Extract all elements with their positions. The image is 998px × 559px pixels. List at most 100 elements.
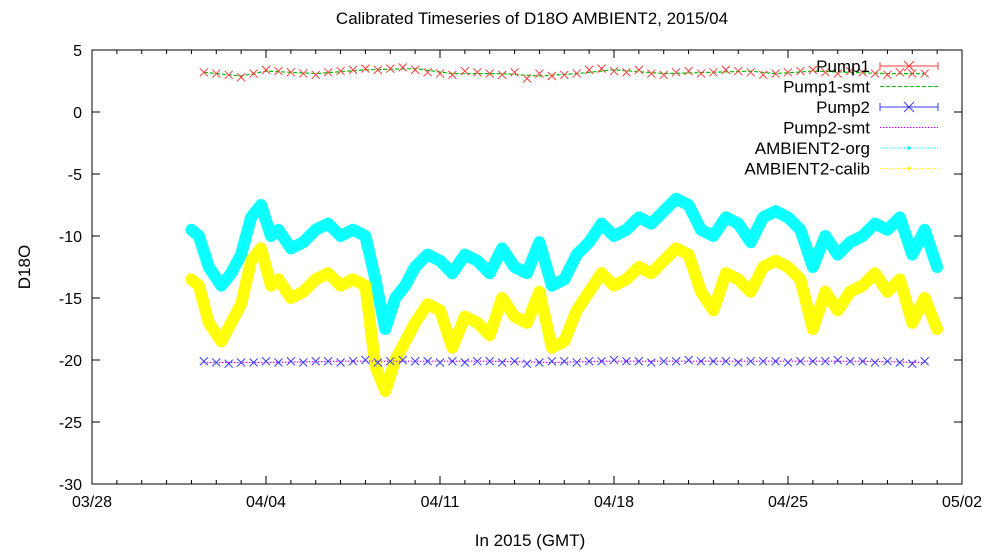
- marker-stroke: [211, 358, 221, 367]
- data-point: [696, 356, 706, 366]
- marker-stroke: [385, 64, 395, 73]
- data-point: [460, 358, 470, 367]
- marker-stroke: [709, 67, 718, 77]
- marker-stroke: [721, 356, 731, 366]
- marker-stroke: [870, 69, 880, 78]
- data-point: [808, 65, 818, 75]
- legend-marker: [907, 166, 911, 171]
- marker-stroke: [920, 356, 930, 366]
- marker-stroke: [820, 67, 830, 77]
- data-point: [709, 67, 718, 77]
- data-point: [609, 355, 619, 365]
- legend-entry-pump2: Pump2: [816, 98, 939, 117]
- marker-stroke: [646, 358, 656, 367]
- data-point: [485, 69, 495, 78]
- marker-stroke: [224, 359, 234, 369]
- data-point: [572, 358, 582, 367]
- x-tick-label: 04/25: [768, 494, 808, 511]
- legend-marker: [907, 146, 911, 150]
- marker-stroke: [758, 70, 768, 80]
- marker-stroke: [609, 355, 619, 365]
- data-point: [423, 356, 432, 366]
- plot-area: [91, 49, 963, 485]
- marker-stroke: [684, 66, 693, 76]
- marker-stroke: [696, 356, 706, 366]
- data-point: [907, 359, 917, 369]
- data-point: [597, 356, 606, 366]
- data-point: [348, 356, 358, 366]
- data-point: [274, 358, 283, 367]
- data-point: [211, 358, 221, 367]
- marker-stroke: [584, 65, 594, 75]
- data-point: [907, 69, 917, 78]
- marker-stroke: [845, 356, 855, 366]
- marker-stroke: [410, 356, 420, 366]
- marker-stroke: [572, 358, 582, 367]
- data-point: [746, 356, 756, 366]
- data-point: [547, 356, 557, 366]
- data-point: [510, 356, 519, 366]
- marker-stroke: [796, 66, 805, 76]
- marker-stroke: [746, 67, 756, 77]
- legend-label: AMBIENT2-calib: [744, 160, 870, 179]
- data-point: [510, 67, 519, 77]
- marker-stroke: [298, 69, 308, 78]
- legend-label: AMBIENT2-org: [755, 139, 870, 158]
- marker-stroke: [559, 70, 569, 80]
- marker-stroke: [796, 356, 805, 366]
- marker-stroke: [597, 64, 606, 73]
- marker-stroke: [684, 355, 693, 365]
- data-point: [311, 70, 321, 80]
- data-point: [485, 356, 495, 366]
- data-point: [733, 66, 743, 76]
- marker-stroke: [696, 69, 706, 78]
- marker-stroke: [410, 65, 420, 75]
- data-point: [274, 66, 283, 76]
- data-point: [249, 358, 258, 367]
- data-point: [261, 65, 271, 75]
- series-pump2: [199, 355, 930, 369]
- data-point: [659, 356, 669, 366]
- data-point: [808, 356, 818, 366]
- marker-stroke: [771, 69, 780, 78]
- legend-marker: [903, 101, 915, 113]
- y-tick-label: -5: [68, 167, 82, 184]
- marker-stroke: [485, 69, 495, 78]
- data-point: [448, 70, 457, 80]
- legend-entry-ambient2-calib: AMBIENT2-calib: [744, 160, 938, 179]
- data-point: [298, 358, 308, 367]
- x-tick-label: 04/04: [246, 494, 286, 511]
- marker-stroke: [659, 356, 669, 366]
- marker-stroke: [286, 67, 296, 77]
- data-point: [833, 355, 843, 365]
- marker-stroke: [597, 356, 606, 366]
- marker-stroke: [783, 67, 793, 77]
- marker-stroke: [870, 358, 880, 367]
- marker-stroke: [398, 63, 408, 72]
- data-point: [522, 359, 532, 369]
- marker-stroke: [833, 355, 843, 365]
- marker-stroke: [472, 67, 482, 77]
- plot-frame: [91, 49, 963, 485]
- marker-stroke: [423, 356, 432, 366]
- data-point: [286, 356, 296, 366]
- data-point: [584, 65, 594, 75]
- data-point: [684, 355, 693, 365]
- marker-stroke: [609, 66, 619, 76]
- marker-stroke: [497, 358, 507, 367]
- data-point: [410, 356, 420, 366]
- marker-stroke: [721, 65, 731, 75]
- data-point: [684, 66, 693, 76]
- marker-stroke: [224, 70, 234, 80]
- marker-stroke: [709, 356, 718, 366]
- legend-label: Pump1: [816, 57, 870, 76]
- legend-entry-pump1-smt: Pump1-smt: [783, 78, 938, 97]
- marker-stroke: [286, 356, 296, 366]
- marker-stroke: [833, 69, 843, 78]
- data-point: [696, 69, 706, 78]
- data-point: [771, 356, 780, 366]
- marker-stroke: [373, 65, 383, 75]
- legend-label: Pump2: [816, 98, 870, 117]
- marker-stroke: [373, 358, 383, 367]
- data-point: [622, 67, 631, 77]
